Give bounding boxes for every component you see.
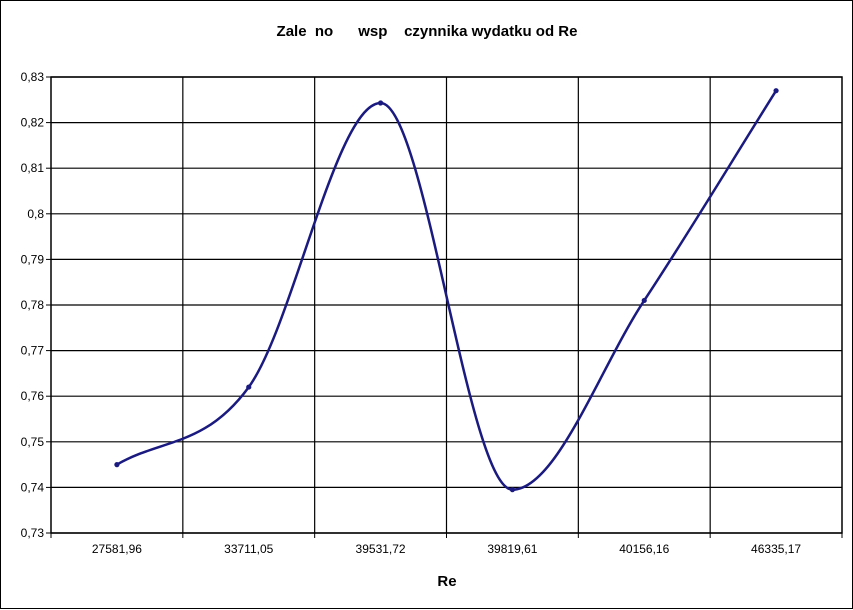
data-point	[773, 88, 779, 94]
data-point	[641, 297, 647, 304]
x-tick-label: 46335,17	[751, 542, 801, 556]
x-axis-ticks: 27581,96 33711,05 39531,72 39819,61 40156,16…	[50, 533, 843, 556]
y-tick-label: 0,79	[21, 252, 45, 266]
data-point	[114, 462, 120, 468]
y-axis-ticks: 0,73 0,74 0,75 0,76 0,77 0,78 0,79 0,8 0,81 0,82 0…	[21, 70, 51, 540]
y-tick-label: 0,78	[21, 298, 45, 312]
y-tick-label: 0,83	[21, 70, 45, 84]
y-tick-label: 0,76	[21, 389, 45, 403]
y-tick-label: 0,73	[21, 526, 45, 540]
chart-title: Zale no wsp czynnika wydatku od Re	[277, 23, 578, 40]
y-tick-label: 0,82	[21, 116, 45, 130]
x-tick-label: 27581,96	[92, 542, 142, 556]
y-tick-label: 0,75	[21, 435, 45, 449]
y-tick-label: 0,74	[21, 480, 45, 494]
y-tick-label: 0,8	[27, 207, 44, 221]
y-tick-label: 0,81	[21, 161, 45, 175]
x-tick-label: 40156,16	[619, 542, 669, 556]
data-point	[246, 384, 252, 390]
x-tick-label: 39531,72	[356, 542, 406, 556]
x-axis-title: Re	[437, 573, 456, 590]
x-tick-label: 33711,05	[224, 542, 273, 556]
data-point	[509, 487, 516, 493]
data-point	[377, 100, 384, 106]
x-tick-label: 39819,61	[487, 542, 537, 556]
y-tick-label: 0,77	[21, 344, 45, 358]
gridlines	[51, 76, 842, 534]
series-layer	[114, 88, 779, 493]
